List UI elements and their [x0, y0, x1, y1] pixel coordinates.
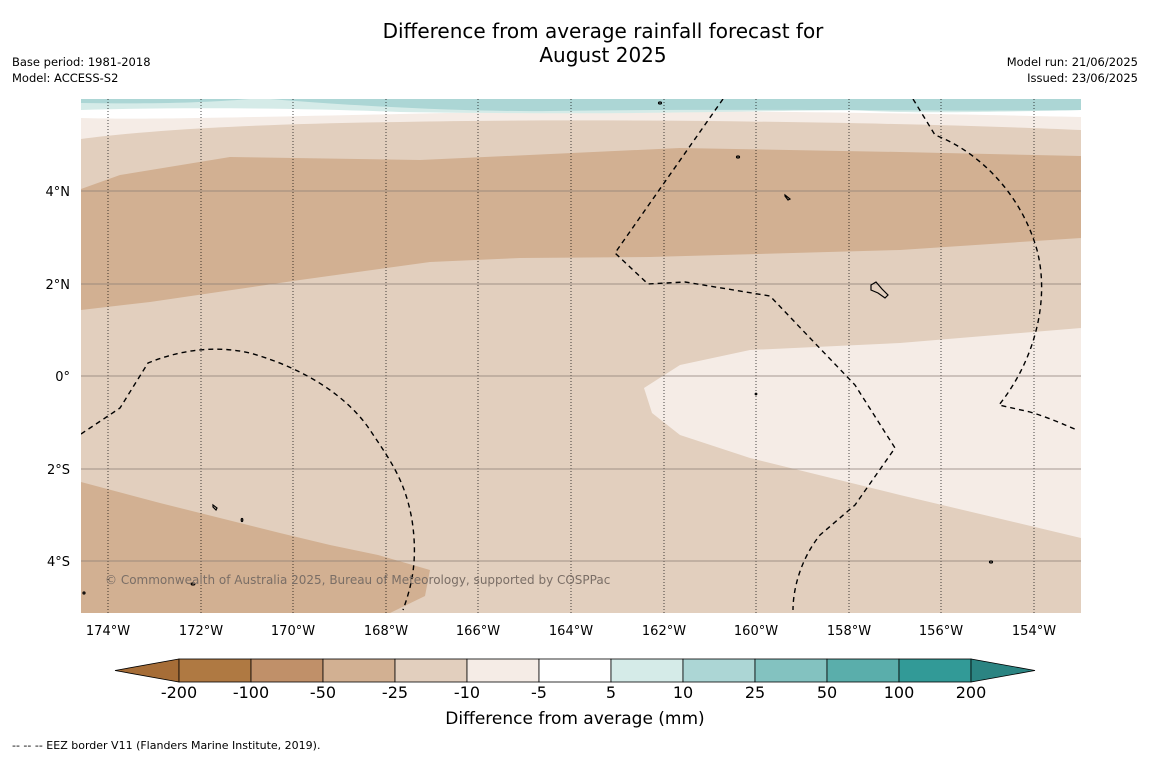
rainfall-map: © Commonwealth of Australia 2025, Bureau…	[81, 99, 1081, 613]
lon-label: 168°W	[364, 624, 408, 639]
issued-date: Issued: 23/06/2025	[1027, 71, 1138, 85]
anomaly-band-wet-northwest	[81, 99, 250, 104]
title-line-2: August 2025	[539, 43, 667, 67]
colorbar-tick: -5	[531, 683, 547, 702]
parallel-gridlines	[81, 190, 1081, 562]
colorbar-tick: -25	[382, 683, 408, 702]
anomaly-band-dry-southwest	[81, 482, 430, 613]
colorbar-segment	[610, 658, 684, 683]
eez-legend-note: -- -- -- EEZ border V11 (Flanders Marine…	[12, 739, 321, 752]
colorbar-label: Difference from average (mm)	[445, 709, 705, 729]
island-d	[870, 281, 889, 299]
island-j	[82, 591, 86, 595]
anomaly-band-near-normal-east	[644, 328, 1081, 538]
lat-label: 2°S	[47, 463, 70, 478]
lat-label: 4°N	[46, 185, 71, 200]
longitude-labels: 174°W 172°W 170°W 168°W 166°W 164°W 162°…	[86, 624, 1056, 639]
colorbar-tick: -50	[310, 683, 336, 702]
colorbar-tick: -200	[161, 683, 197, 702]
lon-label: 174°W	[86, 624, 130, 639]
colorbar-segment	[250, 658, 324, 683]
island-i	[988, 560, 994, 564]
islands	[82, 101, 994, 595]
eez-borders	[81, 99, 1078, 611]
anomaly-band-dry-north	[81, 148, 1081, 310]
lon-label: 172°W	[179, 624, 223, 639]
colorbar: -200 -100 -50 -25 -10 -5 5 10 25 50 100 …	[114, 658, 1036, 702]
title-line-1: Difference from average rainfall forecas…	[382, 19, 824, 43]
eez-border-east	[912, 99, 1078, 431]
colorbar-segment	[682, 658, 756, 683]
lat-label: 2°N	[46, 278, 71, 293]
copyright-notice: © Commonwealth of Australia 2025, Bureau…	[105, 573, 610, 587]
lon-label: 160°W	[734, 624, 778, 639]
model-info: Base period: 1981-2018 Model: ACCESS-S2	[12, 54, 151, 86]
island-e	[754, 392, 758, 396]
lon-label: 162°W	[642, 624, 686, 639]
colorbar-segment	[466, 658, 540, 683]
lon-label: 158°W	[827, 624, 871, 639]
base-period: Base period: 1981-2018	[12, 55, 151, 69]
lon-label: 154°W	[1012, 624, 1056, 639]
island-h	[190, 582, 196, 586]
run-info: Model run: 21/06/2025 Issued: 23/06/2025	[1007, 54, 1138, 86]
colorbar-segment	[538, 658, 612, 683]
island-f	[212, 503, 218, 512]
colorbar-segment	[898, 658, 972, 683]
colorbar-tick: 50	[817, 683, 837, 702]
colorbar-segment	[826, 658, 900, 683]
latitude-labels: 4°N 2°N 0° 2°S 4°S	[46, 185, 71, 570]
colorbar-tick: 25	[745, 683, 765, 702]
colorbar-tick: 100	[884, 683, 915, 702]
lon-label: 156°W	[919, 624, 963, 639]
lon-label: 164°W	[549, 624, 593, 639]
lat-label: 0°	[55, 370, 70, 385]
model-name: Model: ACCESS-S2	[12, 71, 119, 85]
lon-label: 166°W	[456, 624, 500, 639]
colorbar-tick-labels: -200 -100 -50 -25 -10 -5 5 10 25 50 100 …	[161, 683, 986, 702]
island-b	[735, 155, 741, 159]
colorbar-tick: 5	[606, 683, 616, 702]
colorbar-tick: -10	[454, 683, 480, 702]
colorbar-tick: 10	[673, 683, 693, 702]
colorbar-tick: -100	[233, 683, 269, 702]
island-a	[657, 101, 663, 105]
map-title: Difference from average rainfall forecas…	[0, 19, 1150, 67]
colorbar-segment	[178, 658, 252, 683]
colorbar-tick: 200	[956, 683, 987, 702]
lat-label: 4°S	[47, 555, 70, 570]
colorbar-segments	[114, 658, 1036, 683]
lon-label: 170°W	[271, 624, 315, 639]
island-g	[240, 517, 244, 523]
colorbar-extend-low	[114, 658, 180, 683]
colorbar-segment	[394, 658, 468, 683]
eez-border-west	[81, 348, 416, 611]
colorbar-segment	[754, 658, 828, 683]
island-c	[784, 193, 792, 201]
colorbar-extend-high	[970, 658, 1036, 683]
colorbar-segment	[322, 658, 396, 683]
model-run: Model run: 21/06/2025	[1006, 55, 1138, 69]
anomaly-band-wet-north	[270, 99, 1081, 112]
